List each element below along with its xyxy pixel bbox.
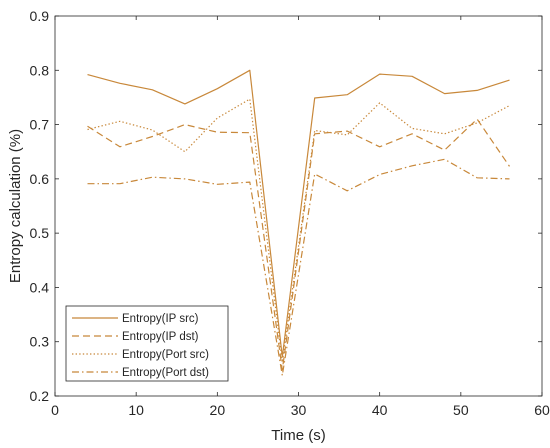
series-line-4 [87,158,510,376]
x-tick-label: 60 [534,402,550,418]
y-tick-label: 0.5 [30,225,50,241]
legend-label-3: Entropy(Port src) [122,349,209,361]
y-axis-ticks: 0.2 0.3 0.4 0.5 0.6 0.7 0.8 0.9 [30,8,542,404]
legend-label-4: Entropy(Port dst) [122,367,209,379]
y-axis-label: Entropy calculation (%) [7,129,24,283]
legend: Entropy(IP src) Entropy(IP dst) Entropy(Po… [65,305,229,382]
x-axis-label: Time (s) [271,427,325,444]
series-line-3 [87,98,510,363]
x-tick-label: 10 [128,402,144,418]
y-tick-label: 0.3 [30,334,50,350]
legend-label-1: Entropy(IP src) [122,313,199,325]
plot-area [87,69,510,376]
y-tick-label: 0.9 [30,8,50,24]
legend-label-2: Entropy(IP dst) [122,331,199,343]
y-tick-label: 0.6 [30,171,50,187]
y-tick-label: 0.8 [30,62,50,78]
x-tick-label: 30 [291,402,307,418]
x-tick-label: 0 [51,402,59,418]
x-axis-ticks: 0 10 20 30 40 50 60 [51,16,550,418]
series-line-2 [87,118,510,371]
x-tick-label: 50 [453,402,469,418]
x-tick-label: 20 [210,402,226,418]
y-tick-label: 0.7 [30,117,50,133]
y-tick-label: 0.4 [30,279,50,295]
series-line-1 [87,69,510,358]
y-tick-label: 0.2 [30,388,50,404]
x-tick-label: 40 [372,402,388,418]
